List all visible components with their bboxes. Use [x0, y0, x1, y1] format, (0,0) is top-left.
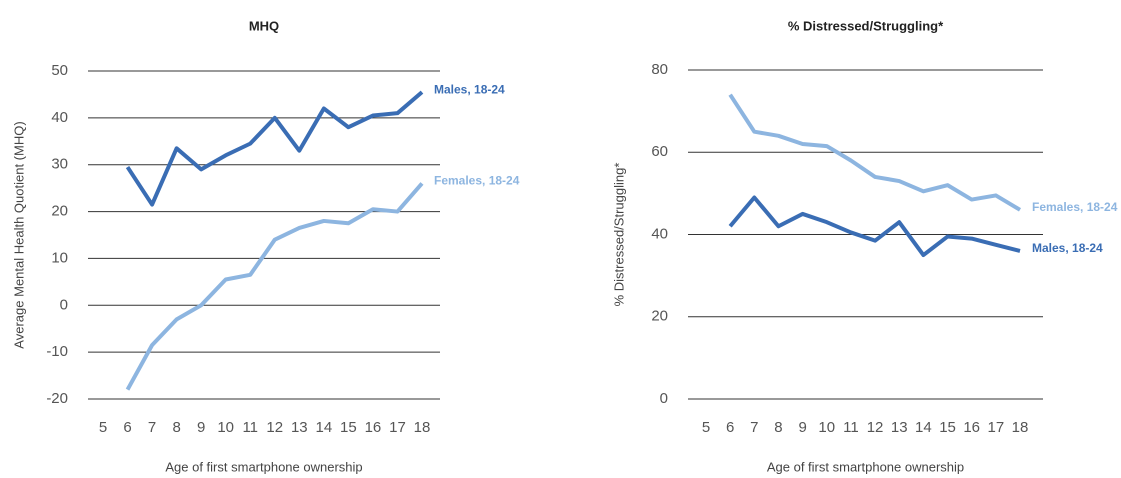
x-tick-label: 11 — [242, 419, 258, 436]
y-tick-label: -20 — [46, 390, 68, 407]
x-tick-label: 12 — [867, 419, 884, 436]
series-line — [125, 90, 424, 207]
x-tick-label: 7 — [148, 419, 156, 436]
y-tick-label: 0 — [60, 296, 68, 313]
x-axis-title: Age of first smartphone ownership — [767, 459, 964, 474]
x-tick-label: 10 — [818, 419, 835, 436]
series-label: Females, 18-24 — [434, 174, 520, 188]
chart-title: MHQ — [249, 18, 279, 33]
y-tick-label: 60 — [651, 143, 668, 160]
y-tick-label: 30 — [51, 156, 68, 173]
x-tick-label: 6 — [726, 419, 734, 436]
x-tick-label: 16 — [963, 419, 980, 436]
x-tick-label: 17 — [389, 419, 406, 436]
x-tick-label: 7 — [750, 419, 758, 436]
x-tick-label: 5 — [702, 419, 710, 436]
chart-title: % Distressed/Struggling* — [788, 18, 944, 33]
x-tick-label: 8 — [172, 419, 180, 436]
y-tick-label: 40 — [651, 225, 668, 242]
series-line — [728, 195, 1021, 258]
y-tick-label: 20 — [51, 203, 68, 220]
x-tick-label: 5 — [99, 419, 107, 436]
x-tick-label: 17 — [988, 419, 1005, 436]
y-tick-label: 20 — [651, 308, 668, 325]
x-axis-title: Age of first smartphone ownership — [165, 459, 362, 474]
y-tick-label: 0 — [660, 390, 668, 407]
series-label: Females, 18-24 — [1032, 200, 1118, 214]
y-tick-label: -10 — [46, 343, 68, 360]
x-tick-label: 14 — [915, 419, 932, 436]
x-tick-label: 10 — [217, 419, 234, 436]
x-tick-label: 18 — [414, 419, 431, 436]
series-label: Males, 18-24 — [1032, 241, 1103, 255]
x-tick-label: 15 — [939, 419, 956, 436]
y-axis-title: % Distressed/Struggling* — [611, 163, 626, 307]
y-tick-label: 40 — [51, 109, 68, 126]
x-tick-label: 12 — [266, 419, 283, 436]
series-line — [125, 182, 424, 391]
x-tick-label: 16 — [365, 419, 382, 436]
x-tick-label: 15 — [340, 419, 357, 436]
y-tick-label: 10 — [51, 249, 68, 266]
x-tick-label: 9 — [197, 419, 205, 436]
series-line — [728, 93, 1022, 212]
y-tick-label: 50 — [51, 62, 68, 79]
y-tick-label: 80 — [651, 61, 668, 78]
x-tick-label: 8 — [774, 419, 782, 436]
series-label: Males, 18-24 — [434, 82, 505, 96]
x-tick-label: 18 — [1012, 419, 1029, 436]
x-tick-label: 9 — [798, 419, 806, 436]
x-tick-label: 13 — [891, 419, 908, 436]
x-tick-label: 6 — [123, 419, 131, 436]
x-tick-label: 11 — [843, 419, 859, 436]
y-axis-title: Average Mental Health Quotient (MHQ) — [11, 121, 26, 348]
x-tick-label: 13 — [291, 419, 308, 436]
x-tick-label: 14 — [316, 419, 333, 436]
